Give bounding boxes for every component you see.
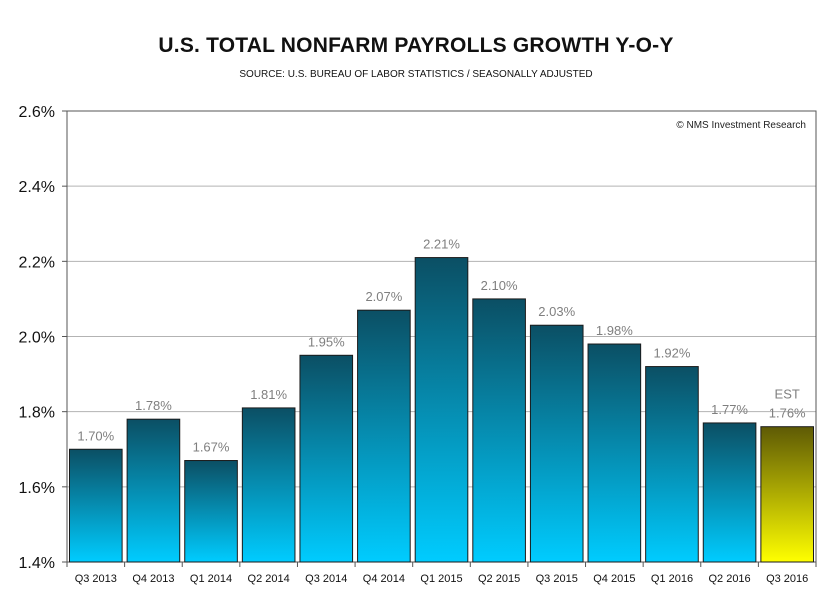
x-tick-label: Q1 2015 <box>420 573 462 585</box>
x-tick-label: Q3 2013 <box>75 573 117 585</box>
chart-subtitle: SOURCE: U.S. BUREAU OF LABOR STATISTICS … <box>239 69 593 80</box>
bar <box>702 422 757 563</box>
bar <box>587 343 642 563</box>
x-tick-label: Q4 2014 <box>363 573 405 585</box>
data-label: 1.77% <box>711 402 748 417</box>
bar <box>472 298 526 563</box>
data-label: 1.95% <box>308 334 345 349</box>
data-label: 1.92% <box>654 346 691 361</box>
x-tick-label: Q3 2014 <box>305 573 347 585</box>
bar <box>760 426 815 563</box>
bars <box>69 257 815 563</box>
y-tick-label: 2.2% <box>19 254 55 271</box>
y-tick-label: 2.4% <box>19 179 55 196</box>
data-label: 2.10% <box>481 278 518 293</box>
data-label: 1.81% <box>250 387 287 402</box>
y-tick-label: 2.0% <box>19 330 55 347</box>
x-axis: Q3 2013 Q4 2013 Q1 2014 Q2 2014 Q3 2014 Q4 20… <box>66 562 817 585</box>
bar <box>299 354 354 563</box>
x-tick-label: Q3 2015 <box>536 573 578 585</box>
data-label: 2.03% <box>538 304 575 319</box>
y-tick-label: 2.6% <box>19 104 55 121</box>
data-label: 2.21% <box>423 237 460 252</box>
y-tick-label: 1.6% <box>19 480 55 497</box>
x-tick-label: Q1 2014 <box>190 573 232 585</box>
x-tick-label: Q2 2014 <box>248 573 290 585</box>
data-label: 2.07% <box>365 289 402 304</box>
data-label: 1.67% <box>193 440 230 455</box>
bar <box>414 257 469 563</box>
y-tick-label: 1.8% <box>19 405 55 422</box>
bar <box>645 366 699 563</box>
x-tick-label: Q3 2016 <box>766 573 808 585</box>
x-tick-label: Q2 2016 <box>708 573 750 585</box>
data-labels: 1.70% 1.78% 1.67% 1.81% 1.95% 2.07% 2.21% 2.10%… <box>77 237 806 455</box>
x-tick-label: Q2 2015 <box>478 573 520 585</box>
x-tick-label: Q4 2013 <box>132 573 174 585</box>
bar <box>69 448 123 563</box>
bar <box>241 407 296 563</box>
bar <box>126 418 181 563</box>
y-tick-label: 1.4% <box>19 555 55 572</box>
x-tick-label: Q4 2015 <box>593 573 635 585</box>
data-label: 1.70% <box>77 428 114 443</box>
chart-title: U.S. TOTAL NONFARM PAYROLLS GROWTH Y-O-Y <box>158 34 674 57</box>
x-tick-label: Q1 2016 <box>651 573 693 585</box>
y-axis: 1.4% 1.6% 1.8% 2.0% 2.2% 2.4% 2.6% <box>19 104 67 572</box>
data-label: 1.98% <box>596 323 633 338</box>
data-label: 1.78% <box>135 398 172 413</box>
bar <box>357 309 411 563</box>
bar <box>529 324 584 563</box>
data-label: 1.76% <box>769 406 806 421</box>
estimate-label: EST <box>775 387 800 402</box>
credit-text: © NMS Investment Research <box>676 120 806 131</box>
bar <box>184 460 238 563</box>
